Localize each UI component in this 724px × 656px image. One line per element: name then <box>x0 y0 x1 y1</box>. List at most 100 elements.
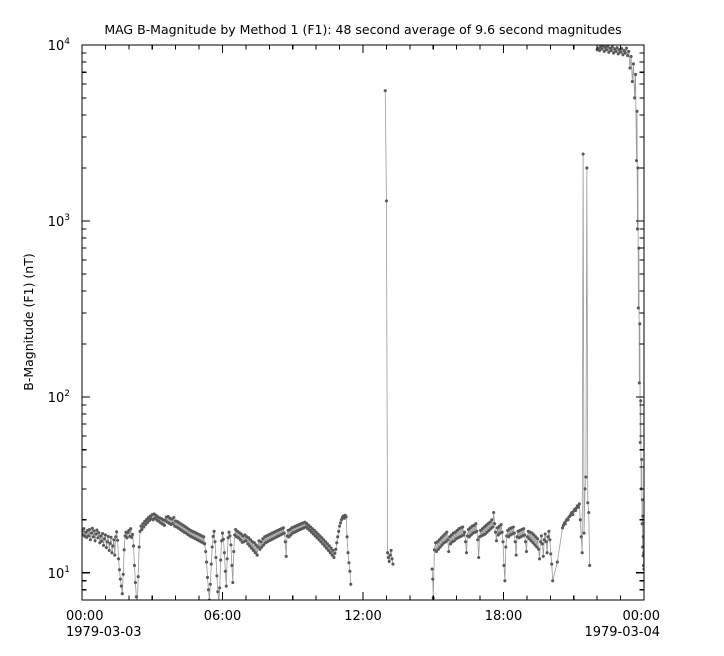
data-point-marker <box>99 534 103 538</box>
data-point-marker <box>640 498 644 502</box>
data-point-marker <box>94 532 98 536</box>
data-point-marker <box>549 552 553 556</box>
data-point-marker <box>637 381 641 385</box>
data-point-marker <box>597 48 602 53</box>
data-point-marker <box>319 540 323 544</box>
data-point-marker <box>435 540 440 544</box>
data-point-marker <box>252 541 256 545</box>
data-point-marker <box>142 525 146 529</box>
data-point-marker <box>112 538 116 542</box>
data-point-marker <box>244 539 248 543</box>
data-point-marker <box>626 54 630 58</box>
data-point-marker <box>581 152 585 156</box>
data-point-marker <box>449 542 453 546</box>
data-point-marker <box>537 547 541 551</box>
data-point-marker <box>89 531 93 535</box>
data-point-marker <box>104 546 108 550</box>
data-point-marker <box>493 522 497 526</box>
data-point-marker <box>134 595 138 599</box>
data-point-marker <box>96 536 100 540</box>
data-point-marker <box>141 522 145 526</box>
data-point-marker <box>583 487 587 491</box>
data-point-marker <box>462 533 466 537</box>
data-point-marker <box>638 440 642 445</box>
data-point-marker <box>640 458 644 462</box>
data-point-marker <box>551 579 555 583</box>
data-point-marker <box>230 563 234 568</box>
data-point-marker <box>318 534 322 538</box>
data-point-marker <box>330 553 334 557</box>
data-point-marker <box>140 528 144 532</box>
data-point-marker <box>259 540 263 544</box>
data-point-marker <box>641 554 644 558</box>
data-point-marker <box>324 546 329 550</box>
data-point-marker <box>587 510 591 515</box>
data-point-marker <box>491 525 495 529</box>
data-point-marker <box>238 538 242 542</box>
data-point-marker <box>601 45 605 48</box>
data-point-marker <box>563 522 567 526</box>
data-point-marker <box>388 553 392 557</box>
data-point-marker <box>107 548 111 552</box>
data-point-marker <box>629 54 633 59</box>
data-point-marker <box>621 53 625 57</box>
data-point-marker <box>172 515 176 520</box>
data-point-marker <box>452 539 456 543</box>
data-point-marker <box>249 538 253 542</box>
data-point-marker <box>322 538 326 542</box>
data-point-marker <box>153 516 157 520</box>
data-point-marker <box>525 535 529 539</box>
data-point-marker <box>317 538 321 542</box>
data-point-marker <box>349 582 353 586</box>
data-point-marker <box>92 529 96 533</box>
data-point-marker <box>635 109 639 113</box>
data-point-marker <box>338 524 342 528</box>
data-point-marker <box>386 556 390 560</box>
data-point-marker <box>580 551 584 555</box>
data-point-marker <box>576 505 580 509</box>
data-point-marker <box>514 553 518 557</box>
data-point-marker <box>100 539 104 543</box>
data-point-marker <box>613 47 617 51</box>
data-point-marker <box>144 522 148 527</box>
data-point-marker <box>87 534 91 538</box>
data-point-marker <box>476 538 480 542</box>
data-point-marker <box>88 538 92 542</box>
data-point-marker <box>222 551 226 555</box>
data-point-marker <box>133 580 137 585</box>
data-point-marker <box>229 543 233 547</box>
data-point-marker <box>584 475 588 479</box>
data-point-marker <box>634 159 639 163</box>
data-point-marker <box>616 52 620 56</box>
data-point-marker <box>226 536 230 540</box>
data-point-marker <box>118 577 122 581</box>
data-point-marker <box>262 543 266 547</box>
data-point-marker <box>109 535 113 539</box>
plot-area <box>82 45 644 600</box>
data-point-marker <box>610 45 614 49</box>
data-point-marker <box>103 533 107 537</box>
data-series <box>82 45 644 600</box>
data-point-marker <box>320 536 324 540</box>
data-point-marker <box>548 538 552 542</box>
data-point-marker <box>488 520 492 524</box>
data-point-marker <box>586 501 590 505</box>
data-point-marker <box>111 544 115 548</box>
data-point-marker <box>434 549 439 554</box>
data-point-marker <box>636 166 640 170</box>
data-point-marker <box>87 528 92 532</box>
data-point-marker <box>223 569 227 573</box>
data-point-marker <box>461 525 465 529</box>
data-point-marker <box>512 531 516 535</box>
y-axis-title: B-Magnitude (F1) (nT) <box>21 253 36 390</box>
data-point-marker <box>345 535 349 539</box>
data-point-marker <box>225 557 229 561</box>
data-point-marker <box>534 535 538 539</box>
data-point-marker <box>560 526 565 530</box>
data-point-marker <box>615 46 619 50</box>
data-point-marker <box>123 534 127 538</box>
data-point-marker <box>490 518 494 522</box>
data-point-marker <box>523 533 527 537</box>
